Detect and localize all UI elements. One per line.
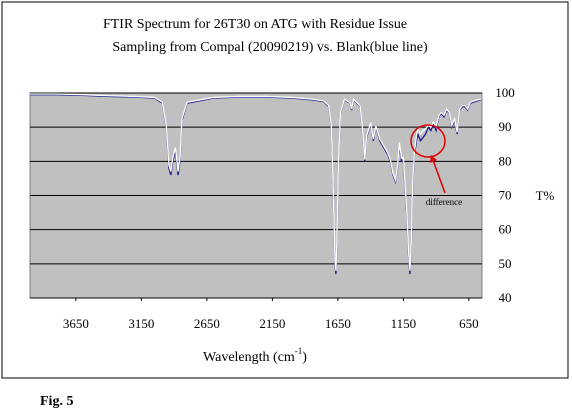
caption: Fig. 5 [40,394,73,409]
x-axis-label-suffix: ) [302,350,307,365]
x-tick-label: 1650 [325,316,351,331]
y-axis-label: T% [536,188,555,203]
chart-subtitle: Sampling from Compal (20090219) vs. Blan… [112,40,428,55]
y-tick-label: 50 [499,256,512,271]
x-tick-label: 1150 [391,316,417,331]
annotation-arrow [432,159,446,194]
x-tick-label: 3650 [63,316,89,331]
y-tick-label: 80 [499,153,512,168]
y-tick-label: 40 [499,290,512,305]
x-tick-label: 3150 [128,316,154,331]
chart-title: FTIR Spectrum for 26T30 on ATG with Resi… [103,17,407,32]
annotation-arrowhead [430,155,437,163]
y-tick-label: 90 [499,119,512,134]
y-tick-label: 60 [499,222,512,237]
annotation-text: difference [426,197,462,207]
x-axis-label-superscript: -1 [295,346,303,356]
annotation-circle [410,124,446,158]
plot: 100 90 80 70 60 50 40 3650 3150 2650 2150 1650 1150 6… [29,85,515,331]
x-tick-label: 2150 [259,316,285,331]
x-axis-label-text: Wavelength (cm [203,350,295,365]
y-tick-label: 70 [499,187,512,202]
x-tick-label: 650 [459,316,479,331]
y-tick-label: 100 [495,85,515,100]
x-axis-label: Wavelength (cm-1) [203,346,307,365]
x-tick-label: 2650 [194,316,220,331]
spectrum-line [30,93,481,271]
